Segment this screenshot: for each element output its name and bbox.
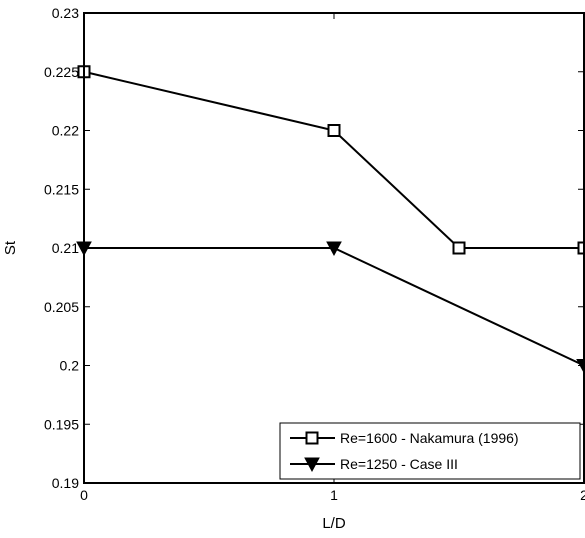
y-tick-label: 0.215: [44, 181, 79, 197]
y-tick-label: 0.225: [44, 64, 79, 80]
legend: Re=1600 - Nakamura (1996) Re=1250 - Case …: [279, 422, 581, 480]
x-tick-label: 0: [80, 487, 88, 503]
series-line-2: [84, 247, 585, 367]
series-line-1: [83, 70, 584, 249]
data-point-series-1: [327, 124, 341, 137]
y-tick-label: 0.22: [52, 123, 79, 139]
y-tick-label: 0.21: [52, 240, 79, 256]
legend-box: [279, 422, 581, 480]
x-axis-title: L/D: [322, 515, 346, 532]
y-tick-label: 0.23: [52, 5, 79, 21]
data-point-series-1: [452, 241, 466, 255]
x-tick-label: 1: [330, 487, 338, 503]
legend-marker: [304, 457, 320, 473]
plot-frame: [83, 12, 585, 484]
y-axis-title: St: [2, 240, 19, 255]
y-tick-label: 0.205: [44, 299, 79, 315]
y-tick-label: 0.2: [60, 358, 80, 374]
legend-label: Re=1600 - Nakamura (1996): [340, 430, 519, 446]
y-tick-label: 0.19: [52, 475, 79, 491]
data-point-series-2: [326, 241, 342, 257]
y-tick-label: 0.195: [44, 416, 79, 432]
legend-marker: [305, 431, 319, 445]
x-tick-label: 2: [580, 487, 585, 503]
legend-label: Re=1250 - Case III: [340, 456, 458, 472]
